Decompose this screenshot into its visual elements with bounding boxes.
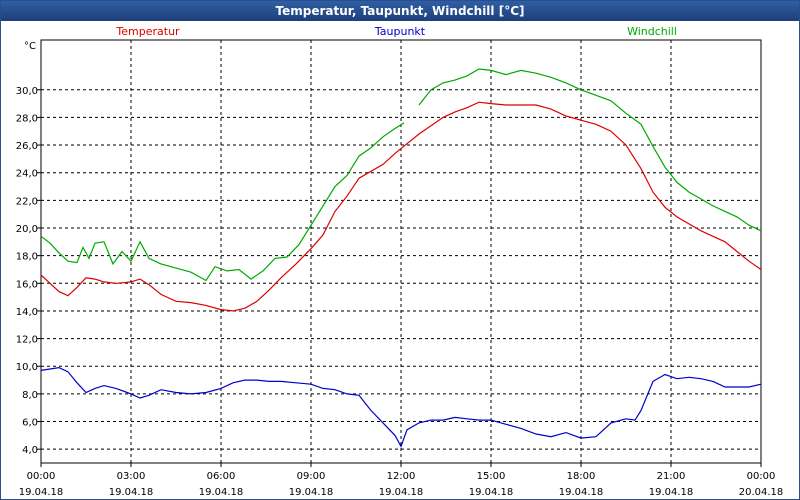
y-tick-label: 8,0: [22, 390, 38, 401]
x-tick-date-label: 19.04.18: [469, 487, 514, 498]
x-tick-time-label: 12:00: [387, 471, 416, 482]
y-axis-ticks: 4,0 6,0 8,0 10,0 12,0 14,0 16,0 18,0 20,0 22,0 24,…: [16, 86, 41, 456]
x-tick-date-label: 19.04.18: [379, 487, 424, 498]
x-tick-time-label: 09:00: [297, 471, 326, 482]
y-tick-label: 26,0: [16, 141, 38, 152]
x-tick-date-label: 19.04.18: [199, 487, 244, 498]
series-lines: [40, 68, 762, 448]
grid-lines: [41, 40, 761, 463]
legend-temperatur: Temperatur: [115, 25, 180, 38]
x-tick-date-label: 19.04.18: [649, 487, 694, 498]
x-tick-date-label: 19.04.18: [109, 487, 154, 498]
y-tick-label: 6,0: [22, 418, 38, 429]
x-tick-time-label: 00:00: [747, 471, 776, 482]
y-axis-unit-label: °C: [24, 41, 36, 52]
y-tick-label: 12,0: [16, 335, 38, 346]
x-tick-date-label: 20.04.18: [739, 487, 784, 498]
x-tick-date-label: 19.04.18: [19, 487, 64, 498]
series-line-taupunkt: [40, 366, 762, 448]
legend-windchill: Windchill: [627, 25, 677, 38]
x-tick-time-label: 15:00: [477, 471, 506, 482]
x-tick-date-label: 19.04.18: [559, 487, 604, 498]
y-tick-label: 14,0: [16, 307, 38, 318]
x-tick-date-label: 19.04.18: [289, 487, 334, 498]
y-tick-label: 4,0: [22, 445, 38, 456]
y-tick-label: 18,0: [16, 252, 38, 263]
x-tick-time-label: 18:00: [567, 471, 596, 482]
y-tick-label: 30,0: [16, 86, 38, 97]
x-axis-ticks: 00:00 19.04.18 03:00 19.04.18 06:00 19.04.18 0…: [19, 463, 784, 498]
y-tick-label: 22,0: [16, 196, 38, 207]
chart-title: Temperatur, Taupunkt, Windchill [°C]: [1, 1, 799, 21]
x-tick-time-label: 21:00: [657, 471, 686, 482]
legend-taupunkt: Taupunkt: [374, 25, 426, 38]
series-line-temperatur: [40, 101, 762, 312]
x-tick-time-label: 06:00: [207, 471, 236, 482]
x-tick-time-label: 03:00: [117, 471, 146, 482]
y-tick-label: 16,0: [16, 279, 38, 290]
y-tick-label: 20,0: [16, 224, 38, 235]
y-tick-label: 28,0: [16, 113, 38, 124]
y-tick-label: 24,0: [16, 169, 38, 180]
x-tick-time-label: 00:00: [27, 471, 56, 482]
y-tick-label: 10,0: [16, 362, 38, 373]
series-line-windchill: [40, 68, 762, 282]
